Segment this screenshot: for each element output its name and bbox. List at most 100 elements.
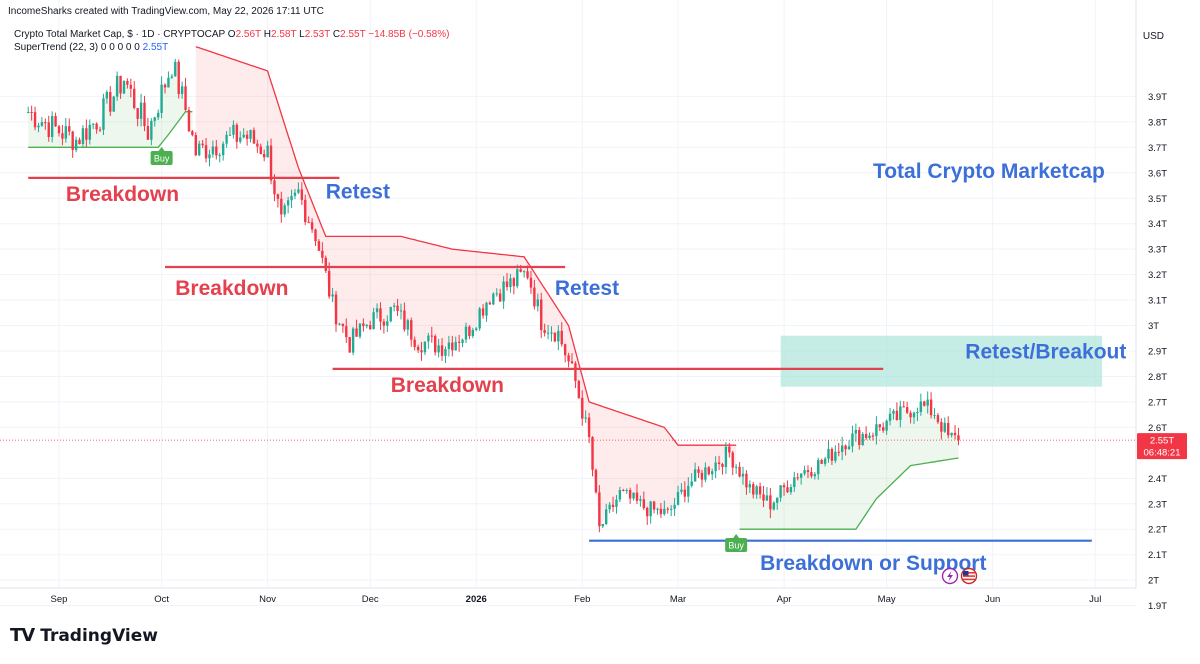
candle-body [628,490,632,499]
candle-body [78,139,81,145]
candle-body [536,299,539,307]
signals: Buy Buy [150,146,748,552]
candle-body [669,508,673,510]
candle-body [208,154,211,159]
candle-body [502,281,505,302]
candle-body [615,499,618,507]
candle-body [953,432,957,436]
symbol-name[interactable]: Crypto Total Market Cap, $ · 1D · CRYPTO… [14,29,226,40]
candle-body [810,472,813,477]
candle-body [338,323,341,325]
tradingview-logo[interactable]: TV TradingView [10,625,158,646]
bolt-icon[interactable] [941,567,959,585]
candle-body [160,84,163,113]
candle-body [399,310,403,312]
candle-body [30,111,33,113]
candles [27,58,960,533]
bar-countdown: 06:48:21 [1144,448,1181,459]
candle-body [317,241,321,251]
candle-body [666,508,669,510]
tradingview-logo-text: TradingView [40,625,158,646]
candle-body [68,126,71,132]
x-tick-label: Oct [154,594,169,605]
candle-body [454,341,457,351]
candle-body [923,401,926,406]
indicator-params: 0 0 0 0 0 [100,42,140,53]
y-tick-label: 2.3T [1148,499,1167,510]
candle-body [201,143,204,146]
candle-body [563,344,567,356]
candle-body [492,293,495,305]
candle-body [304,199,307,223]
candle-body [297,189,300,193]
candle-body [717,462,721,464]
candle-body [840,445,844,453]
candle-body [273,180,276,195]
candle-body [310,222,314,230]
candle-body [307,222,310,224]
candle-body [652,501,656,510]
candle-body [174,61,177,77]
price-axis[interactable]: 3.9T 3.8T 3.7T 3.6T 3.5T 3.4T 3.3T 3.2T 3.1T 3T 2.… [1148,92,1167,612]
candle-body [156,112,160,118]
candle-body [372,312,375,330]
candle-body [266,145,269,158]
candle-body [386,321,389,326]
candle-body [608,504,611,510]
candle-body [64,126,68,139]
candle-body [700,472,704,480]
candle-body [854,429,858,434]
candle-body [54,116,57,127]
candle-body [752,484,755,495]
candle-body [74,139,78,150]
candle-body [550,332,553,334]
candle-body [324,257,327,271]
x-tick-label: Feb [574,594,590,605]
currency-label[interactable]: USD [1142,31,1164,42]
candle-body [864,433,868,438]
indicator-legend[interactable]: SuperTrend (22, 3) 0 0 0 0 0 2.55T [14,42,168,53]
annotation-text: Retest/Breakout [965,341,1126,364]
supertrend-line-down [195,46,737,446]
y-tick-label: 3.3T [1148,245,1167,256]
indicator-name[interactable]: SuperTrend (22, 3) [14,42,99,53]
us-flag-icon[interactable] [960,567,978,585]
y-tick-label: 3T [1148,321,1159,332]
candle-body [95,123,98,130]
candle-body [803,470,806,474]
candle-body [355,328,358,337]
candle-body [126,81,129,85]
time-axis[interactable]: Sep Oct Nov Dec 2026 Feb Mar Apr May Jun Jul [51,594,1102,605]
candle-body [577,380,581,398]
candle-body [871,435,875,437]
candle-body [228,134,232,136]
candle-body [905,407,909,413]
candle-body [639,499,642,501]
candle-body [471,330,475,337]
supertrend-line-up [739,457,959,530]
candle-body [406,320,410,330]
candle-body [591,436,594,470]
candle-body [256,143,259,147]
candle-body [468,326,471,337]
annotation-text: Breakdown [391,374,504,397]
candle-body [420,350,423,353]
candle-body [57,126,61,134]
candle-body [796,477,799,479]
candle-body [598,492,601,527]
candle-body [293,192,297,196]
candle-body [933,415,936,417]
symbol-legend[interactable]: Crypto Total Market Cap, $ · 1D · CRYPTO… [14,29,449,40]
candle-body [457,341,461,343]
candle-body [957,435,960,441]
candle-body [649,501,652,517]
candle-body [40,122,44,126]
candle-body [122,81,126,94]
candle-body [656,508,659,510]
candle-body [861,433,864,446]
horizontal-lines[interactable] [28,176,1092,542]
credit-line: IncomeSharks created with TradingView.co… [8,6,324,17]
candle-body [184,86,187,111]
